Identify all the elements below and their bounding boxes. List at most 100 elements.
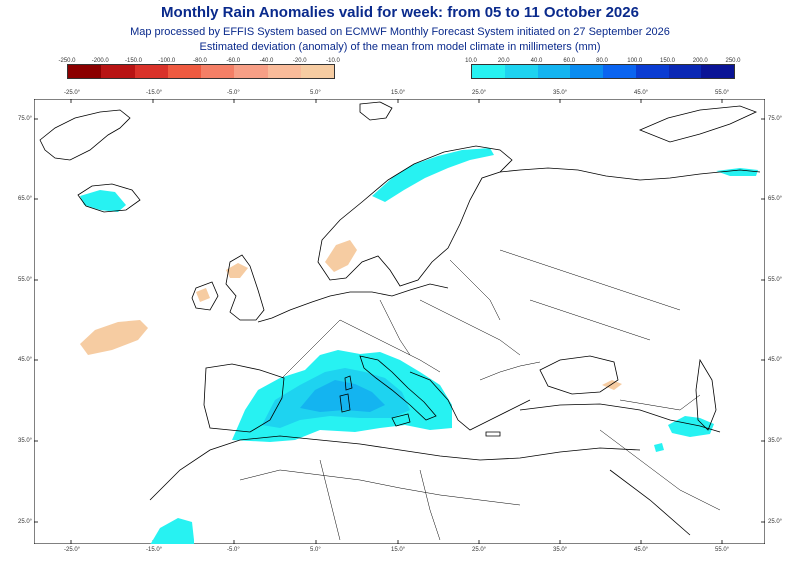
- lat-label: 55.0°: [768, 277, 783, 283]
- legend-swatch: [234, 65, 268, 78]
- italy-coast: [359, 355, 437, 421]
- lat-label: 75.0°: [768, 116, 783, 122]
- black-sea-coast: [539, 355, 619, 395]
- lat-label: 55.0°: [18, 277, 33, 283]
- turkey-coast: [519, 403, 721, 433]
- lat-label: 45.0°: [768, 357, 783, 363]
- sicily-coast: [391, 413, 411, 427]
- legend-label: 60.0: [563, 58, 576, 64]
- legend-swatch: [300, 65, 334, 78]
- iberia-coast: [203, 363, 285, 433]
- border: [599, 429, 721, 511]
- lon-label: 15.0°: [391, 547, 406, 553]
- lat-label: 75.0°: [18, 116, 33, 122]
- border: [499, 249, 681, 311]
- lon-label: 55.0°: [715, 547, 730, 553]
- lon-label: 15.0°: [391, 90, 406, 96]
- balkans-coast: [409, 371, 531, 431]
- legend-swatch: [635, 65, 669, 78]
- novaya-coast-wet: [716, 168, 758, 176]
- south-norway-dry: [325, 240, 357, 272]
- finland-russia-coast: [499, 167, 761, 181]
- border: [419, 299, 521, 356]
- lon-label: -5.0°: [227, 90, 240, 96]
- coastlines: [39, 101, 761, 536]
- legend-negative-labels: -250.0 -200.0 -150.0 -100.0 -80.0 -60.0 …: [58, 58, 339, 66]
- legend-label: 40.0: [530, 58, 543, 64]
- legend-label: -200.0: [91, 58, 109, 64]
- atlantic-dry: [80, 320, 148, 355]
- dry-anomaly-areas: [80, 240, 622, 390]
- lon-label: 55.0°: [715, 90, 730, 96]
- corsica-coast: [344, 375, 353, 391]
- lon-label: 35.0°: [553, 90, 568, 96]
- europe-mainland-coast: [257, 283, 449, 323]
- legend-swatch: [68, 65, 102, 78]
- africa-coast-wet: [150, 518, 194, 544]
- border: [339, 319, 441, 373]
- legend-positive-labels: 10.0 20.0 40.0 60.0 80.0 100.0 150.0 200…: [465, 58, 740, 66]
- border: [419, 469, 441, 541]
- legend-label: -150.0: [124, 58, 143, 64]
- lon-label: -15.0°: [146, 547, 163, 553]
- legend-label: -40.0: [259, 58, 274, 64]
- legend-label: 200.0: [692, 58, 708, 64]
- crete-coast: [485, 431, 501, 437]
- sardinia-coast: [339, 393, 351, 413]
- legend-negative-scale: [67, 64, 335, 79]
- legend-swatch: [668, 65, 702, 78]
- norway-coast-wet: [372, 148, 494, 202]
- lat-label: 65.0°: [18, 196, 33, 202]
- map-subtitle-units: Estimated deviation (anomaly) of the mea…: [199, 41, 601, 53]
- border: [619, 394, 701, 411]
- border: [319, 459, 341, 541]
- lon-label: 25.0°: [472, 90, 487, 96]
- lon-label: 5.0°: [310, 90, 321, 96]
- legend-swatch: [167, 65, 201, 78]
- border: [449, 259, 501, 321]
- north-africa-coast: [149, 435, 641, 501]
- turkey-coast-wet: [668, 416, 714, 437]
- lat-label: 25.0°: [768, 519, 783, 525]
- ireland-dry: [196, 288, 210, 302]
- legend-label: 150.0: [659, 58, 676, 64]
- caspian-coast: [695, 358, 717, 431]
- border: [479, 361, 541, 381]
- novaya-zemlya-coast: [638, 105, 758, 143]
- lat-label: 45.0°: [18, 357, 33, 363]
- country-borders: [239, 249, 721, 541]
- svalbard-coast: [359, 101, 393, 121]
- legend-label: -100.0: [158, 58, 176, 64]
- legend-swatch: [134, 65, 168, 78]
- lon-label: 45.0°: [634, 547, 649, 553]
- legend-label: -20.0: [292, 58, 307, 64]
- lon-label: -25.0°: [64, 90, 81, 96]
- legend-swatch: [267, 65, 301, 78]
- map-subtitle-processing: Map processed by EFFIS System based on E…: [130, 26, 670, 38]
- legend-swatch: [701, 65, 734, 78]
- legend-label: -80.0: [193, 58, 207, 64]
- lon-label: -25.0°: [64, 547, 81, 553]
- scandinavia-coast: [317, 145, 513, 287]
- lon-label: 45.0°: [634, 90, 649, 96]
- legend-swatch: [201, 65, 235, 78]
- lon-label: 25.0°: [472, 547, 487, 553]
- legend-label: -10.0: [326, 58, 340, 64]
- legend-label: 100.0: [627, 58, 643, 64]
- border: [281, 319, 341, 379]
- legend-swatch: [603, 65, 636, 78]
- legend-label: 20.0: [497, 58, 510, 64]
- iceland-coast: [77, 183, 141, 213]
- lon-label: 5.0°: [310, 547, 321, 553]
- map-title: Monthly Rain Anomalies valid for week: f…: [161, 4, 639, 21]
- ireland-coast: [191, 281, 219, 311]
- legend-swatch: [504, 65, 538, 78]
- legend-swatch: [101, 65, 135, 78]
- red-sea-coast: [609, 469, 691, 536]
- legend-positive-scale: [471, 64, 735, 79]
- lat-label: 35.0°: [768, 438, 783, 444]
- lat-label: 25.0°: [18, 519, 33, 525]
- lat-label: 35.0°: [18, 438, 33, 444]
- wet-anomaly-areas: [80, 148, 758, 544]
- legend-label: 10.0: [465, 58, 477, 64]
